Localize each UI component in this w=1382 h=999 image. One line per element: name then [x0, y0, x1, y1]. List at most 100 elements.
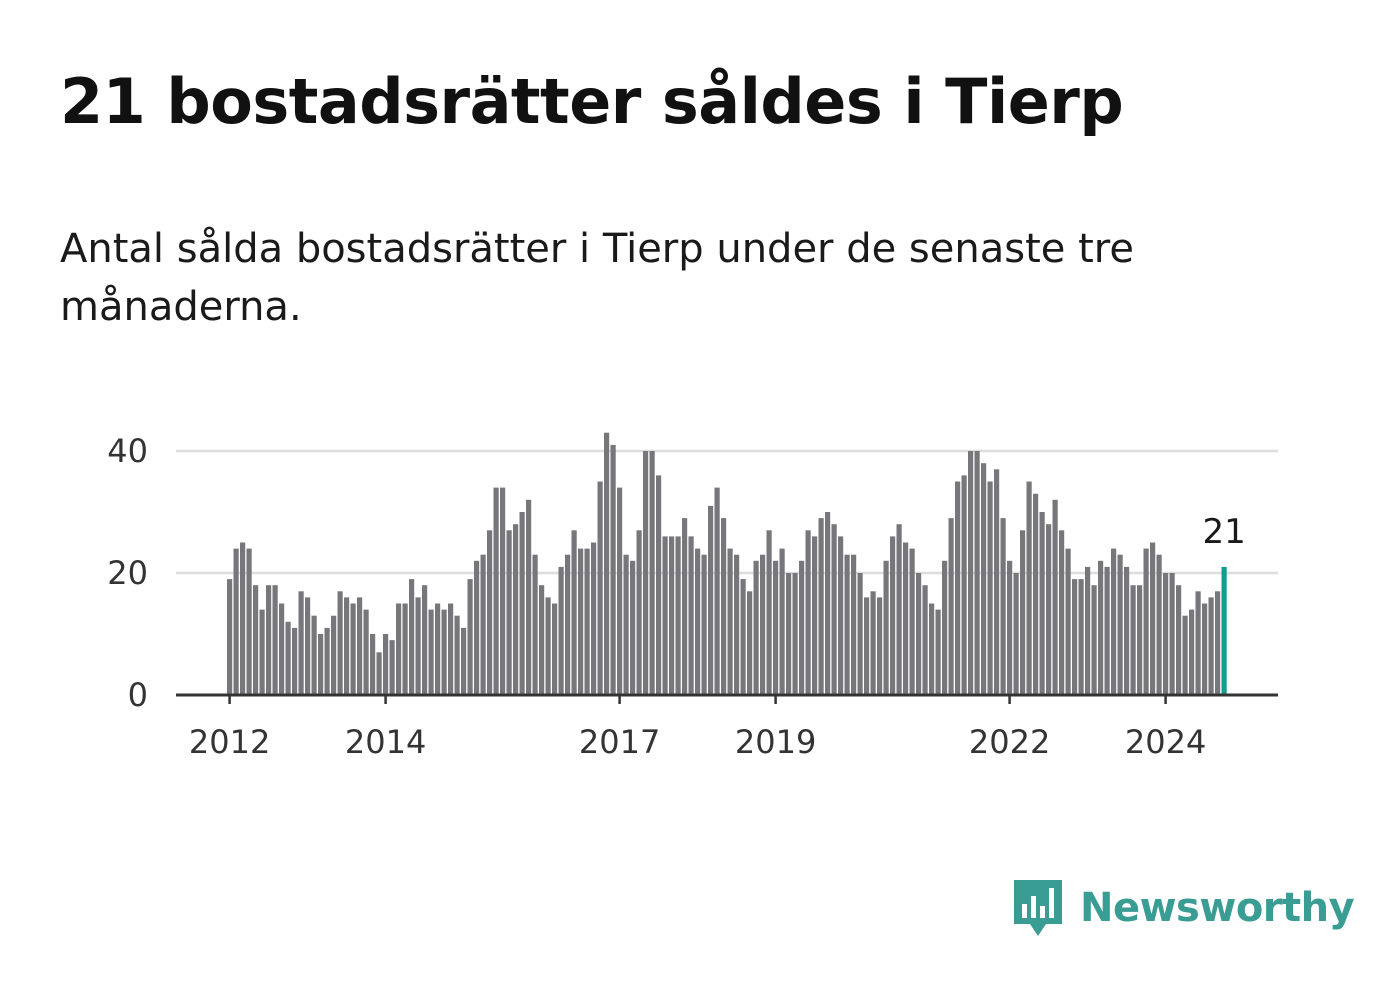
bar	[773, 560, 779, 695]
bar	[318, 634, 324, 695]
x-tick-label: 2014	[345, 723, 426, 761]
bar	[1104, 566, 1110, 695]
bar	[1085, 566, 1091, 695]
bar	[981, 463, 987, 695]
x-tick-label: 2017	[579, 723, 660, 761]
bar	[987, 481, 993, 695]
chart-subtitle: Antal sålda bostadsrätter i Tierp under …	[60, 226, 1134, 330]
bar	[279, 603, 285, 695]
bar	[532, 554, 538, 695]
bar	[695, 548, 701, 695]
bar	[1176, 585, 1182, 695]
bar	[1046, 524, 1052, 695]
bar	[1202, 603, 1208, 695]
bar	[487, 530, 493, 695]
bar	[344, 597, 350, 695]
bar	[636, 530, 642, 695]
axes: 0 20 40 2012 2014 2017 2019 2022 2024	[107, 432, 1278, 761]
latest-value-label: 21	[1202, 512, 1245, 552]
bar	[682, 518, 688, 695]
bar	[883, 560, 889, 695]
bar	[500, 487, 506, 695]
bar	[376, 652, 382, 695]
bar	[994, 469, 1000, 695]
bar	[233, 548, 239, 695]
y-tick-label: 0	[128, 676, 148, 714]
bar	[623, 554, 629, 695]
bar	[1098, 560, 1104, 695]
bar	[675, 536, 681, 695]
bar	[331, 615, 337, 695]
bar	[396, 603, 402, 695]
bar	[1065, 548, 1071, 695]
bar	[896, 524, 902, 695]
bar	[818, 518, 824, 695]
bar	[909, 548, 915, 695]
bar	[571, 530, 577, 695]
bar	[844, 554, 850, 695]
bar	[370, 634, 376, 695]
bar-highlight	[1221, 566, 1227, 695]
bar	[903, 542, 909, 695]
bar	[753, 560, 759, 695]
bars	[227, 432, 1227, 695]
bar	[740, 579, 746, 695]
bar	[389, 640, 395, 695]
bar	[617, 487, 623, 695]
bar	[1000, 518, 1006, 695]
bar	[948, 518, 954, 695]
bar	[240, 542, 246, 695]
bar	[253, 585, 259, 695]
bar	[506, 530, 512, 695]
bar	[1052, 499, 1058, 695]
bar	[877, 597, 883, 695]
bar	[1208, 597, 1214, 695]
bar	[428, 609, 434, 695]
bar	[1072, 579, 1078, 695]
bar	[864, 597, 870, 695]
bar	[363, 609, 369, 695]
bar	[721, 518, 727, 695]
bar	[305, 597, 311, 695]
bar	[441, 609, 447, 695]
bar	[292, 627, 298, 695]
bar	[285, 621, 291, 695]
bar	[760, 554, 766, 695]
bar	[461, 627, 467, 695]
bar	[643, 451, 649, 695]
bar	[474, 560, 480, 695]
bar	[701, 554, 707, 695]
bar	[435, 603, 441, 695]
y-tick-label: 40	[107, 432, 148, 470]
bar	[792, 573, 798, 695]
bar	[688, 536, 694, 695]
bar	[935, 609, 941, 695]
bar	[1195, 591, 1201, 695]
bar	[298, 591, 304, 695]
bar	[669, 536, 675, 695]
bar	[1039, 512, 1045, 695]
y-tick-label: 20	[107, 554, 148, 592]
bar	[1117, 554, 1123, 695]
chart-title: 21 bostadsrätter såldes i Tierp	[60, 65, 1124, 138]
bar	[662, 536, 668, 695]
bar	[272, 585, 278, 695]
bar	[838, 536, 844, 695]
bar	[968, 451, 974, 695]
bar	[545, 597, 551, 695]
bar	[1078, 579, 1084, 695]
bar	[1059, 530, 1065, 695]
bar	[311, 615, 317, 695]
bar	[539, 585, 545, 695]
bar	[1013, 573, 1019, 695]
bar	[519, 512, 525, 695]
x-tick-label: 2012	[189, 723, 270, 761]
bar	[1130, 585, 1136, 695]
newsworthy-bar-chart-icon	[1014, 880, 1062, 936]
brand-logo: Newsworthy	[1010, 876, 1355, 940]
bar	[565, 554, 571, 695]
bar	[799, 560, 805, 695]
bar	[974, 451, 980, 695]
bar	[1182, 615, 1188, 695]
